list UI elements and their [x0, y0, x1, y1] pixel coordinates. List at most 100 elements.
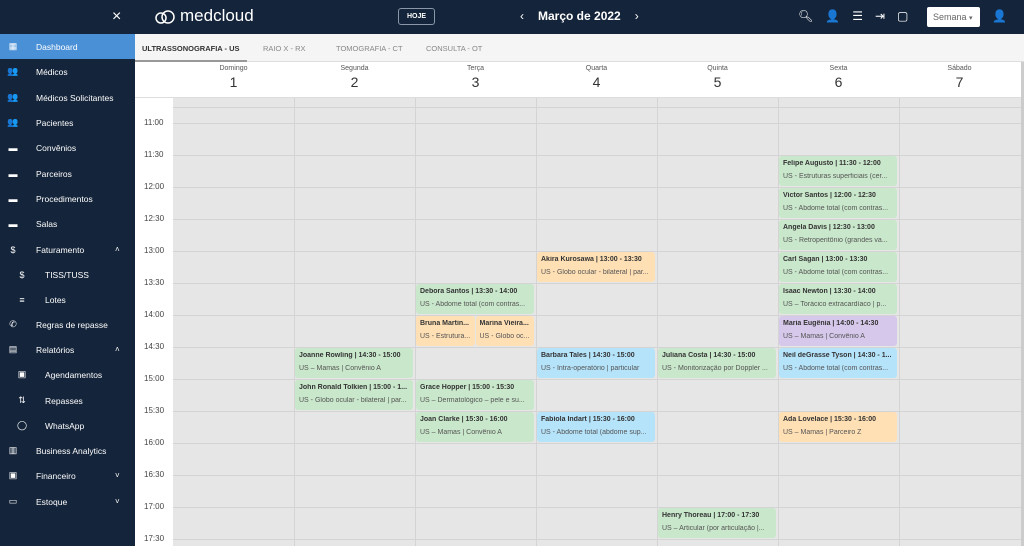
today-button[interactable]: HOJE	[398, 8, 436, 25]
sidebar-item-salas[interactable]: ▬ Salas	[0, 211, 135, 236]
sidebar-item-financeiro[interactable]: ▣ Financeiro ˅	[0, 463, 135, 488]
sidebar-item-conv-nios[interactable]: ▬ Convênios	[0, 135, 135, 160]
appointment-card[interactable]: Victor Santos | 12:00 - 12:30 US - Abdome…	[779, 188, 897, 218]
appointment-title: Isaac Newton | 13:30 - 14:00	[783, 288, 876, 295]
grid-line	[173, 411, 1021, 412]
day-name: Sexta	[829, 65, 848, 72]
sidebar-item-relat-rios[interactable]: ▤ Relatórios ˄	[0, 337, 135, 362]
appointment-card[interactable]: John Ronald Tolkien | 15:00 - 1... US - G…	[295, 380, 413, 410]
appointment-card[interactable]: Angela Davis | 12:30 - 13:00 US - Retrope…	[779, 220, 897, 250]
sidebar-item-lotes[interactable]: ≡ Lotes	[0, 287, 135, 312]
appointment-card[interactable]: Felipe Augusto | 11:30 - 12:00 US - Estru…	[779, 156, 897, 186]
prev-week-button[interactable]: ‹	[520, 9, 524, 23]
sidebar-item-agendamentos[interactable]: ▣ Agendamentos	[0, 362, 135, 387]
grid-line	[173, 155, 1021, 156]
day-date: 1	[229, 74, 238, 90]
chevron-down-icon[interactable]: ˅	[115, 471, 120, 480]
sidebar-item-label: WhatsApp	[45, 420, 85, 431]
doctor-voice-icon[interactable]: 👤	[825, 9, 841, 23]
scrollbar[interactable]	[1021, 62, 1024, 546]
column-divider	[415, 98, 416, 546]
folder-icon: ▬	[8, 142, 18, 153]
appointment-card[interactable]: Barbara Tales | 14:30 - 15:00 US - Intra-…	[537, 348, 655, 378]
appointment-card[interactable]: Isaac Newton | 13:30 - 14:00 US – Torácic…	[779, 284, 897, 314]
next-week-button[interactable]: ›	[634, 9, 639, 23]
day-column-header[interactable]: Quinta 5	[657, 62, 778, 90]
search-icon[interactable]: 🔍︎	[798, 9, 814, 23]
appointment-card[interactable]: Bruna Martin... US - Estrutura...	[416, 316, 475, 346]
appointment-card[interactable]: Grace Hopper | 15:00 - 15:30 US – Dermato…	[416, 380, 534, 410]
appointment-detail: US – Dermatológico – pele e su...	[420, 397, 525, 404]
day-date: 5	[713, 74, 722, 90]
tab-consulta-ot[interactable]: CONSULTA - OT	[426, 44, 483, 53]
chevron-up-icon[interactable]: ˄	[115, 345, 120, 354]
appointment-card[interactable]: Joanne Rowling | 14:30 - 15:00 US – Mamas…	[295, 348, 413, 378]
appointment-card[interactable]: Marina Vieira... US - Globo oc...	[475, 316, 534, 346]
appointment-card[interactable]: Debora Santos | 13:30 - 14:00 US - Abdome…	[416, 284, 534, 314]
day-column-header[interactable]: Quarta 4	[536, 62, 657, 90]
appointment-card[interactable]: Fabíola Indart | 15:30 - 16:00 US - Abdom…	[537, 412, 655, 442]
sidebar-item-label: Regras de repasse	[36, 319, 108, 330]
sidebar-item-pacientes[interactable]: 👥 Pacientes	[0, 110, 135, 135]
appointment-card[interactable]: Maria Eugênia | 14:00 - 14:30 US – Mamas …	[779, 316, 897, 346]
time-label: 12:30	[144, 214, 165, 223]
appointment-card[interactable]: Ada Lovelace | 15:30 - 16:00 US – Mamas |…	[779, 412, 897, 442]
calendar-grid[interactable]: Felipe Augusto | 11:30 - 12:00 US - Estru…	[173, 98, 1021, 546]
appointment-card[interactable]: Akira Kurosawa | 13:00 - 13:30 US - Globo…	[537, 252, 655, 282]
day-column-header[interactable]: Terça 3	[415, 62, 536, 90]
day-column-header[interactable]: Domingo 1	[173, 62, 294, 90]
sidebar-item-label: Agendamentos	[45, 369, 103, 380]
appointment-card[interactable]: Neil deGrasse Tyson | 14:30 - 1... US - A…	[779, 348, 897, 378]
sidebar-item-dashboard[interactable]: ▦ Dashboard	[0, 34, 135, 59]
time-label: 13:30	[144, 278, 165, 287]
column-divider	[294, 98, 295, 546]
sidebar-item-label: Repasses	[45, 395, 83, 406]
grid-line	[173, 443, 1021, 444]
appointment-card[interactable]: Henry Thoreau | 17:00 - 17:30 US – Articu…	[658, 508, 776, 538]
grid-line	[173, 107, 1021, 108]
day-column-header[interactable]: Segunda 2	[294, 62, 415, 90]
close-menu-icon[interactable]: ×	[112, 8, 122, 25]
sidebar-item-label: Médicos	[36, 66, 68, 77]
appointment-detail: US – Mamas | Parceiro Z	[783, 429, 862, 436]
sidebar-item-estoque[interactable]: ▭ Estoque ˅	[0, 489, 135, 514]
appointment-title: Ada Lovelace | 15:30 - 16:00	[783, 416, 877, 423]
logo[interactable]: medcloud	[154, 6, 254, 26]
sidebar-item-parceiros[interactable]: ▬ Parceiros	[0, 161, 135, 186]
sidebar-item-regras-de-repasse[interactable]: ✆ Regras de repasse	[0, 312, 135, 337]
sidebar-item-m-dicos-solicitantes[interactable]: 👥 Médicos Solicitantes	[0, 85, 135, 110]
user-icon[interactable]: 👤	[992, 9, 1007, 23]
sidebar-item-m-dicos[interactable]: 👥 Médicos	[0, 59, 135, 84]
sidebar-item-tiss-tuss[interactable]: $ TISS/TUSS	[0, 262, 135, 287]
sidebar-item-whatsapp[interactable]: ◯ WhatsApp	[0, 413, 135, 438]
appointment-detail: US - Monitorização por Doppler ...	[662, 365, 768, 372]
chevron-down-icon[interactable]: ˅	[115, 497, 120, 506]
tab-raio-x-rx[interactable]: RAIO X - RX	[263, 44, 306, 53]
sidebar-item-repasses[interactable]: ⇅ Repasses	[0, 388, 135, 413]
list-icon[interactable]: ☰	[852, 9, 863, 23]
appointment-card[interactable]: Carl Sagan | 13:00 - 13:30 US - Abdome to…	[779, 252, 897, 282]
tab-ultrassonografia-us[interactable]: ULTRASSONOGRAFIA - US	[135, 34, 247, 62]
sidebar-item-label: Dashboard	[36, 41, 78, 52]
day-column-header[interactable]: Sexta 6	[778, 62, 899, 90]
appointment-detail: US - Abdome total (com contras...	[783, 205, 889, 212]
chevron-up-icon[interactable]: ˄	[115, 245, 120, 254]
sidebar-item-faturamento[interactable]: $ Faturamento ˄	[0, 237, 135, 262]
folder-icon: ▬	[8, 193, 18, 204]
day-column-header[interactable]: Sábado 7	[899, 62, 1020, 90]
sidebar-item-procedimentos[interactable]: ▬ Procedimentos	[0, 186, 135, 211]
appointment-card[interactable]: Joan Clarke | 15:30 - 16:00 US – Mamas | …	[416, 412, 534, 442]
queue-icon[interactable]: ⇥	[874, 9, 886, 23]
day-date: 2	[350, 74, 359, 90]
appointment-detail: US – Mamas | Convênio A	[420, 429, 502, 436]
view-select[interactable]: Semana ▾	[927, 7, 980, 27]
time-label: 14:30	[144, 342, 165, 351]
calendar-icon[interactable]: ▢	[897, 9, 909, 23]
appointment-card[interactable]: Juliana Costa | 14:30 - 15:00 US - Monito…	[658, 348, 776, 378]
sidebar-item-label: Financeiro	[36, 470, 76, 481]
sidebar-item-business-analytics[interactable]: ▥ Business Analytics	[0, 438, 135, 463]
appointment-detail: US - Intra-operatório | particular	[541, 365, 640, 372]
tab-tomografia-ct[interactable]: TOMOGRAFIA - CT	[336, 44, 403, 53]
appointment-title: Grace Hopper | 15:00 - 15:30	[420, 384, 515, 391]
time-label: 15:00	[144, 374, 165, 383]
